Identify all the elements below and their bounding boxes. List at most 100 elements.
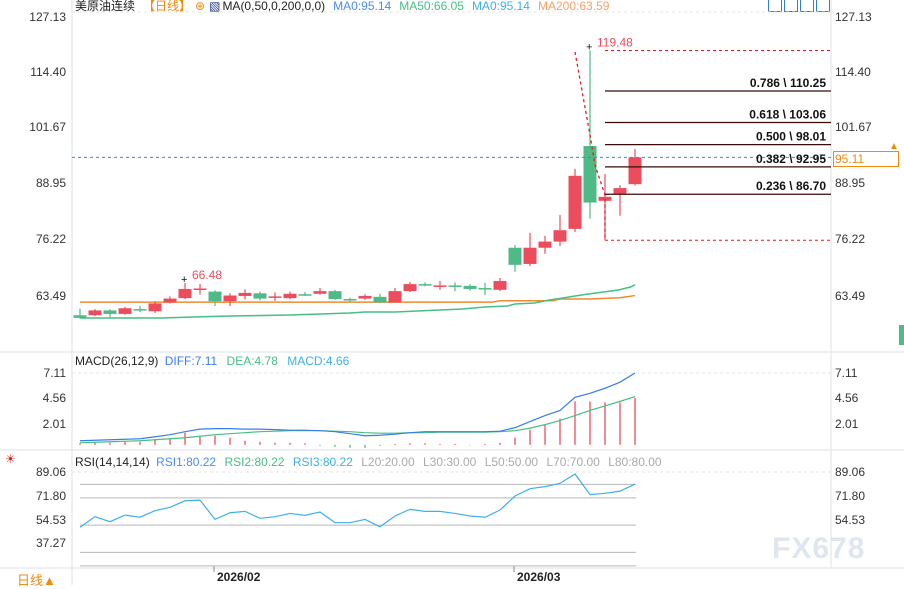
ma-label[interactable]: MA(0,50,0,200,0,0) [222,0,326,13]
candle-body [583,146,597,203]
candle-body [553,230,567,242]
candle-body [313,291,327,294]
candle-body [133,309,147,311]
right-tick: 88.95 [835,176,866,190]
rsi-left-tick: 54.53 [35,513,66,527]
candle-body [88,310,102,316]
macd-diff: DIFF:7.11 [164,354,218,368]
candle-body [358,295,372,299]
macd-right-tick: 2.01 [835,417,859,431]
candle-body [403,284,417,292]
left-tick: 88.95 [35,176,66,190]
fib-level-label: 0.382 \ 92.95 [756,152,826,166]
candle-body [388,291,402,303]
rsi-header: RSI(14,14,14) RSI1:80.22 RSI2:80.22 RSI3… [75,455,662,469]
rsi-right-tick: 54.53 [835,513,866,527]
l80-value: L80:80.00 [608,455,662,469]
diff-line [79,372,636,442]
candle-body [148,303,162,312]
macd-left-tick: 7.11 [43,366,66,380]
candle-body [448,285,462,287]
macd-header: MACD(26,12,9) DIFF:7.11 DEA:4.78 MACD:4.… [75,354,349,368]
ma200-value: MA200:63.59 [537,0,610,13]
high-marker-icon: + [586,42,592,54]
high-price-annotation: 66.48 [192,268,222,282]
l20-value: L20:20.00 [361,455,415,469]
price-alert-icon[interactable]: ▲ [889,141,899,152]
candle-body [613,188,627,194]
fib-level-label: 0.618 \ 103.06 [749,108,826,122]
fib-trend-line [574,51,606,241]
candle-body [628,157,642,185]
rsi2-value: RSI2:80.22 [224,455,285,469]
candle-body [268,296,282,298]
watermark: FX678 [772,532,866,565]
x-tick-mar: 2026/03 [517,570,561,584]
candle-body [208,291,222,302]
macd-right-tick: 7.11 [835,366,858,380]
ma200-line [80,294,636,303]
right-tick: 127.13 [835,10,872,24]
macd-dea: DEA:4.78 [226,354,278,368]
l30-value: L30:30.00 [422,455,477,469]
right-tick: 114.40 [835,65,871,79]
jump-end-icon[interactable] [816,0,830,12]
dea-line [79,395,636,444]
right-tick: 63.49 [835,289,866,303]
candle-body [568,175,582,229]
candle-body [163,298,177,303]
rsi-left-tick: 37.27 [35,536,66,550]
last-price-tag: 95.11 [833,151,899,167]
ma0-value: MA0:95.14 [333,0,392,13]
macd-value: MACD:4.66 [287,354,350,368]
candle-body [223,295,237,302]
ma0-value-2: MA0:95.14 [471,0,530,13]
l70-value: L70:70.00 [546,455,600,469]
fib-level-label: 0.786 \ 110.25 [750,76,826,90]
play-icon[interactable] [800,0,814,12]
indicator-settings-icon[interactable]: ☀ [5,452,16,466]
fib-level-label: 0.236 \ 86.70 [756,179,826,193]
macd-left-tick: 4.56 [42,391,66,405]
x-tick-feb: 2026/02 [217,570,261,584]
candle-body [478,288,492,290]
l50-value: L50:50.00 [484,455,539,469]
rsi-right-tick: 89.06 [835,465,866,479]
high-marker-icon: + [181,274,187,286]
left-tick: 76.22 [35,232,66,246]
candle-body [373,296,387,303]
ma50-value: MA50:66.05 [399,0,464,13]
macd-right-tick: 4.56 [835,391,859,405]
rsi-title[interactable]: RSI(14,14,14) [75,455,150,469]
period-selector[interactable]: 【日线】 [143,0,192,13]
rsi-right-tick: 71.80 [835,489,866,503]
candle-body [73,315,87,318]
fib-level-label: 0.500 \ 98.01 [756,130,826,144]
candle-body [598,196,612,201]
add-indicator-icon[interactable]: ⊕ [195,0,206,13]
candle-body [298,294,312,296]
candle-body [343,299,357,301]
right-tick: 101.67 [835,120,872,134]
symbol-name: 美原油连续 [75,0,136,13]
zoom-fit-icon[interactable] [784,0,798,12]
ma-chart-icon[interactable]: ▧ [209,0,221,13]
macd-title[interactable]: MACD(26,12,9) [75,354,159,368]
candle-body [538,241,552,248]
candle-body [118,308,132,314]
candle-body [493,281,507,290]
right-tick: 76.22 [835,232,866,246]
scrollbar-handle[interactable] [899,325,904,345]
rsi-line [79,473,636,528]
rsi-left-tick: 71.80 [35,489,66,503]
candle-body [283,293,297,299]
candle-body [463,285,477,289]
high-price-annotation: 119.48 [597,36,633,50]
rsi3-value: RSI3:80.22 [292,455,353,469]
crosshair-icon[interactable] [768,0,782,12]
candle-body [433,285,447,287]
left-tick: 101.67 [29,120,66,134]
candle-body [178,288,192,299]
period-button[interactable]: 日线▲ [17,573,56,588]
